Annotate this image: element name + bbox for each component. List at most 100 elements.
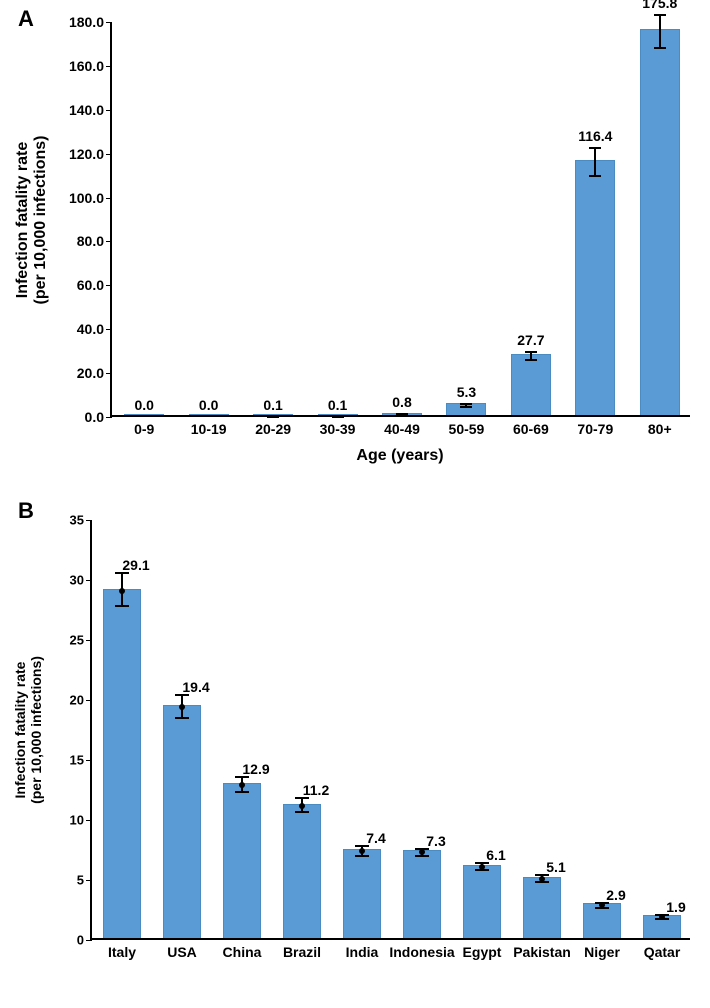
data-label: 7.3 bbox=[426, 833, 445, 849]
error-cap bbox=[355, 855, 369, 857]
x-tick-label: 10-19 bbox=[191, 415, 227, 437]
x-tick-label: Egypt bbox=[463, 938, 502, 960]
data-label: 0.1 bbox=[263, 397, 282, 413]
data-label: 0.8 bbox=[392, 394, 411, 410]
error-cap bbox=[525, 351, 537, 353]
y-tick-label: 180.0 bbox=[69, 14, 112, 30]
bar bbox=[523, 877, 560, 938]
bar bbox=[163, 705, 200, 938]
data-label: 0.0 bbox=[134, 397, 153, 413]
y-tick-label: 160.0 bbox=[69, 58, 112, 74]
y-tick-label: 0.0 bbox=[85, 409, 112, 425]
data-label: 6.1 bbox=[486, 847, 505, 863]
y-tick-label: 20.0 bbox=[77, 365, 112, 381]
y-tick-label: 30 bbox=[70, 573, 92, 588]
error-cap bbox=[295, 811, 309, 813]
panel-label-B: B bbox=[18, 498, 34, 524]
error-cap bbox=[589, 147, 601, 149]
x-tick-label: 80+ bbox=[648, 415, 672, 437]
bar bbox=[343, 849, 380, 938]
error-cap bbox=[654, 47, 666, 49]
error-dot bbox=[599, 902, 605, 908]
x-tick-label: 50-59 bbox=[449, 415, 485, 437]
data-label: 27.7 bbox=[517, 332, 544, 348]
bar bbox=[283, 804, 320, 938]
x-tick-label: 30-39 bbox=[320, 415, 356, 437]
data-label: 19.4 bbox=[182, 679, 209, 695]
x-tick-label: 0-9 bbox=[134, 415, 154, 437]
y-tick-label: 10 bbox=[70, 813, 92, 828]
x-axis-label: Age (years) bbox=[356, 447, 443, 465]
error-cap bbox=[235, 791, 249, 793]
panel-label-A: A bbox=[18, 6, 34, 32]
error-cap bbox=[115, 605, 129, 607]
x-tick-label: China bbox=[223, 938, 262, 960]
data-label: 29.1 bbox=[122, 557, 149, 573]
data-label: 116.4 bbox=[578, 128, 612, 144]
y-tick-label: 35 bbox=[70, 513, 92, 528]
bar bbox=[640, 29, 680, 415]
x-tick-label: Indonesia bbox=[389, 938, 454, 960]
data-label: 175.8 bbox=[642, 0, 677, 11]
y-tick-label: 5 bbox=[77, 873, 92, 888]
x-tick-label: 70-79 bbox=[577, 415, 613, 437]
x-tick-label: 20-29 bbox=[255, 415, 291, 437]
error-cap bbox=[589, 175, 601, 177]
y-axis-label: Infection fatality rate(per 10,000 infec… bbox=[12, 656, 44, 804]
error-cap bbox=[460, 403, 472, 405]
x-tick-label: Italy bbox=[108, 938, 136, 960]
y-tick-label: 15 bbox=[70, 753, 92, 768]
bar bbox=[223, 783, 260, 938]
y-tick-label: 25 bbox=[70, 633, 92, 648]
bar bbox=[463, 865, 500, 938]
error-cap bbox=[654, 14, 666, 16]
x-tick-label: Pakistan bbox=[513, 938, 571, 960]
data-label: 11.2 bbox=[303, 782, 329, 798]
error-bar bbox=[594, 148, 596, 175]
error-dot bbox=[359, 848, 365, 854]
y-tick-label: 140.0 bbox=[69, 102, 112, 118]
data-label: 2.9 bbox=[606, 887, 625, 903]
y-tick-label: 60.0 bbox=[77, 277, 112, 293]
data-label: 0.0 bbox=[199, 397, 218, 413]
error-dot bbox=[419, 849, 425, 855]
bar bbox=[403, 850, 440, 938]
y-tick-label: 80.0 bbox=[77, 233, 112, 249]
plot-area-A: 0.020.040.060.080.0100.0120.0140.0160.01… bbox=[110, 22, 690, 417]
x-tick-label: 60-69 bbox=[513, 415, 549, 437]
error-bar bbox=[659, 15, 661, 48]
error-dot bbox=[119, 588, 125, 594]
x-tick-label: Brazil bbox=[283, 938, 321, 960]
bar bbox=[103, 589, 140, 938]
x-tick-label: Niger bbox=[584, 938, 620, 960]
y-tick-label: 100.0 bbox=[69, 190, 112, 206]
x-tick-label: USA bbox=[167, 938, 197, 960]
data-label: 1.9 bbox=[666, 899, 685, 915]
x-tick-label: India bbox=[346, 938, 379, 960]
data-label: 5.3 bbox=[457, 384, 476, 400]
y-tick-label: 20 bbox=[70, 693, 92, 708]
x-tick-label: 40-49 bbox=[384, 415, 420, 437]
data-label: 5.1 bbox=[546, 859, 565, 875]
y-tick-label: 120.0 bbox=[69, 146, 112, 162]
error-dot bbox=[479, 864, 485, 870]
x-tick-label: Qatar bbox=[644, 938, 681, 960]
y-tick-label: 40.0 bbox=[77, 321, 112, 337]
error-cap bbox=[525, 359, 537, 361]
error-cap bbox=[460, 406, 472, 408]
data-label: 7.4 bbox=[366, 830, 385, 846]
bar bbox=[575, 160, 615, 415]
bar bbox=[511, 354, 551, 415]
plot-area-B: 0510152025303529.1Italy19.4USA12.9China1… bbox=[90, 520, 690, 940]
error-dot bbox=[239, 782, 245, 788]
error-dot bbox=[179, 704, 185, 710]
error-dot bbox=[299, 803, 305, 809]
y-tick-label: 0 bbox=[77, 933, 92, 948]
y-axis-label: Infection fatality rate(per 10,000 infec… bbox=[14, 135, 50, 304]
data-label: 12.9 bbox=[242, 761, 269, 777]
figure-container: A0.020.040.060.080.0100.0120.0140.0160.0… bbox=[0, 0, 710, 1008]
error-cap bbox=[175, 717, 189, 719]
data-label: 0.1 bbox=[328, 397, 347, 413]
error-dot bbox=[659, 914, 665, 920]
error-dot bbox=[539, 876, 545, 882]
